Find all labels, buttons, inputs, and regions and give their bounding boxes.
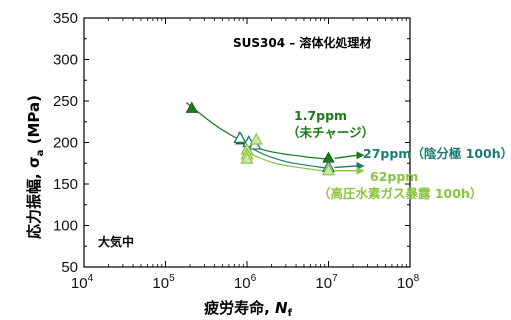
y-tick-label: 100 (53, 218, 78, 235)
chart-title: SUS304 – 溶体化処理材 (233, 35, 371, 50)
x-axis-label-main: 疲労寿命, (204, 299, 275, 317)
runout-arrows (335, 151, 365, 174)
legend-series-3-line-1: 62ppm (370, 169, 418, 184)
y-tick-label: 50 (61, 259, 78, 276)
data-point-series-3 (251, 134, 262, 144)
y-tick-label: 200 (53, 135, 78, 152)
runout-arrow-shaft (335, 155, 357, 158)
x-tick-label: 108 (397, 273, 420, 292)
legend-series-1-line-2: （未チャージ） (287, 125, 374, 140)
x-axis-label-var: N (275, 299, 288, 317)
legend-series-2-line-1: 27ppm（陰分極 100h） (363, 146, 511, 161)
x-tick-label: 106 (234, 273, 257, 292)
y-tick-label: 250 (53, 93, 78, 110)
x-axis-label-sub: f (288, 308, 293, 319)
y-axis-label-main: 応力振幅, (25, 168, 43, 239)
y-axis-label: 応力振幅, σa (MPa) (25, 95, 46, 239)
legend-series-3-line-2: （高圧水素ガス暴露 100h） (318, 186, 482, 201)
y-axis-label-var: σ (25, 156, 43, 168)
y-axis-label-sub: a (35, 150, 46, 157)
environment-label: 大気中 (98, 234, 134, 249)
x-tick-label: 105 (152, 273, 175, 292)
x-axis-label: 疲労寿命, Nf (204, 299, 292, 319)
x-tick-label: 107 (315, 273, 338, 292)
legend-series-1-line-1: 1.7ppm (294, 108, 347, 123)
y-tick-label: 150 (53, 176, 78, 193)
y-axis-label-unit: (MPa) (25, 95, 43, 150)
x-tick-label: 104 (71, 273, 94, 292)
runout-arrow-head (357, 167, 365, 175)
y-tick-label: 300 (53, 52, 78, 69)
y-tick-label: 350 (53, 10, 78, 27)
runout-arrow-shaft (335, 166, 357, 168)
